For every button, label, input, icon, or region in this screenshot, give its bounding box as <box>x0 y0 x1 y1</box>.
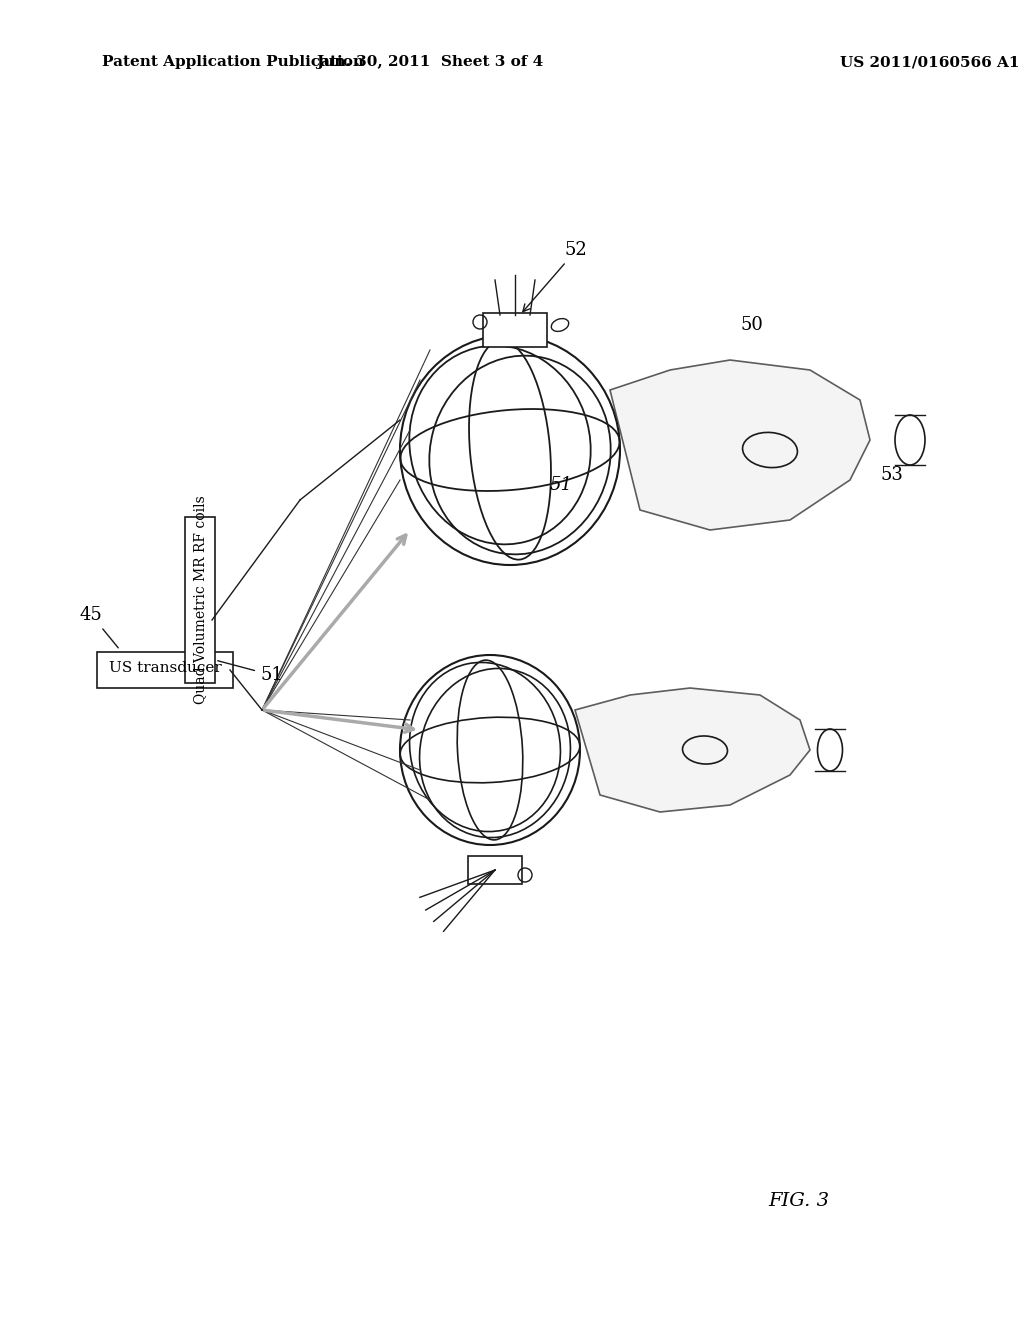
Text: Patent Application Publication: Patent Application Publication <box>102 55 365 70</box>
Text: FIG. 3: FIG. 3 <box>768 1192 829 1210</box>
Text: US 2011/0160566 A1: US 2011/0160566 A1 <box>840 55 1019 70</box>
Text: Quad Volumetric MR RF coils: Quad Volumetric MR RF coils <box>193 495 207 705</box>
FancyBboxPatch shape <box>468 855 522 884</box>
Text: Jun. 30, 2011  Sheet 3 of 4: Jun. 30, 2011 Sheet 3 of 4 <box>316 55 544 70</box>
FancyBboxPatch shape <box>185 517 215 682</box>
Text: 52: 52 <box>523 242 588 312</box>
Polygon shape <box>610 360 870 531</box>
Text: 53: 53 <box>880 466 903 484</box>
FancyBboxPatch shape <box>97 652 233 688</box>
Text: 51: 51 <box>218 661 283 684</box>
Text: 51: 51 <box>550 477 573 494</box>
FancyBboxPatch shape <box>483 313 547 347</box>
Text: 50: 50 <box>740 315 763 334</box>
Text: US transducer: US transducer <box>109 661 221 675</box>
Text: 45: 45 <box>80 606 118 648</box>
Polygon shape <box>575 688 810 812</box>
